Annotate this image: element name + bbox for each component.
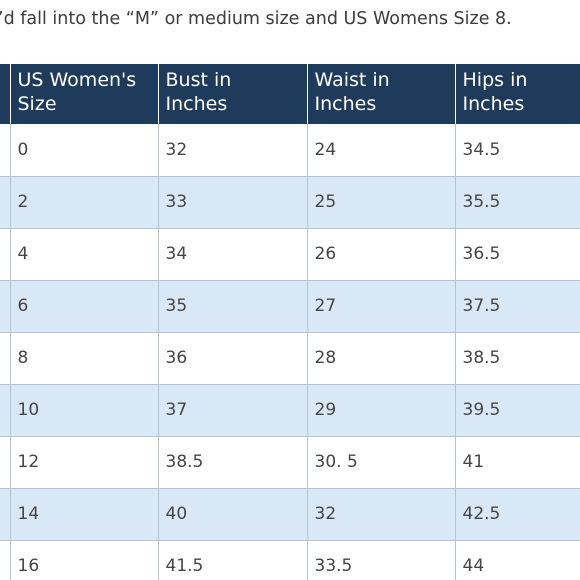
size-cell: 0 (9, 124, 158, 177)
waist-cell: 24 (306, 124, 455, 177)
row-edge-cell (0, 176, 10, 229)
hips-cell: 42.5 (454, 488, 580, 541)
hips-cell: 44 (454, 540, 580, 580)
bust-cell: 35 (157, 280, 307, 333)
waist-cell: 27 (306, 280, 455, 333)
waist-cell: 29 (306, 384, 455, 437)
header-us-womens-size: US Women's Size (9, 64, 158, 124)
size-cell: 10 (9, 384, 158, 437)
hips-cell: 34.5 (454, 124, 580, 177)
size-cell: 8 (9, 332, 158, 385)
waist-cell: 25 (306, 176, 455, 229)
hips-cell: 35.5 (454, 176, 580, 229)
header-hips: Hips in Inches (454, 64, 580, 124)
bust-cell: 32 (157, 124, 307, 177)
waist-cell: 33.5 (306, 540, 455, 580)
intro-text: ’d fall into the “M” or medium size and … (0, 9, 512, 29)
bust-cell: 36 (157, 332, 307, 385)
row-edge-cell (0, 332, 10, 385)
header-bust: Bust in Inches (157, 64, 307, 124)
header-edge-cell (0, 64, 10, 124)
table-row: 2 33 25 35.5 (0, 176, 580, 229)
size-cell: 4 (9, 228, 158, 281)
bust-cell: 34 (157, 228, 307, 281)
waist-cell: 28 (306, 332, 455, 385)
hips-cell: 38.5 (454, 332, 580, 385)
row-edge-cell (0, 124, 10, 177)
waist-cell: 26 (306, 228, 455, 281)
header-row: US Women's Size Bust in Inches Waist in Inc… (0, 64, 580, 124)
table-row: 16 41.5 33.5 44 (0, 540, 580, 580)
table-body: 0 32 24 34.5 2 33 25 35.5 4 34 26 36.5 6… (0, 124, 580, 580)
bust-cell: 38.5 (157, 436, 307, 489)
size-chart-table: US Women's Size Bust in Inches Waist in Inc… (0, 64, 580, 580)
size-cell: 2 (9, 176, 158, 229)
table-row: 14 40 32 42.5 (0, 488, 580, 541)
row-edge-cell (0, 540, 10, 580)
row-edge-cell (0, 280, 10, 333)
table-row: 0 32 24 34.5 (0, 124, 580, 177)
bust-cell: 40 (157, 488, 307, 541)
row-edge-cell (0, 384, 10, 437)
size-cell: 14 (9, 488, 158, 541)
table-row: 4 34 26 36.5 (0, 228, 580, 281)
waist-cell: 32 (306, 488, 455, 541)
hips-cell: 39.5 (454, 384, 580, 437)
waist-cell: 30. 5 (306, 436, 455, 489)
table-row: 10 37 29 39.5 (0, 384, 580, 437)
hips-cell: 41 (454, 436, 580, 489)
table-row: 12 38.5 30. 5 41 (0, 436, 580, 489)
bust-cell: 37 (157, 384, 307, 437)
row-edge-cell (0, 228, 10, 281)
table-row: 6 35 27 37.5 (0, 280, 580, 333)
hips-cell: 37.5 (454, 280, 580, 333)
table-row: 8 36 28 38.5 (0, 332, 580, 385)
bust-cell: 33 (157, 176, 307, 229)
size-cell: 6 (9, 280, 158, 333)
table-header: US Women's Size Bust in Inches Waist in Inc… (0, 64, 580, 124)
row-edge-cell (0, 436, 10, 489)
bust-cell: 41.5 (157, 540, 307, 580)
header-waist: Waist in Inches (306, 64, 455, 124)
size-cell: 16 (9, 540, 158, 580)
hips-cell: 36.5 (454, 228, 580, 281)
size-cell: 12 (9, 436, 158, 489)
row-edge-cell (0, 488, 10, 541)
